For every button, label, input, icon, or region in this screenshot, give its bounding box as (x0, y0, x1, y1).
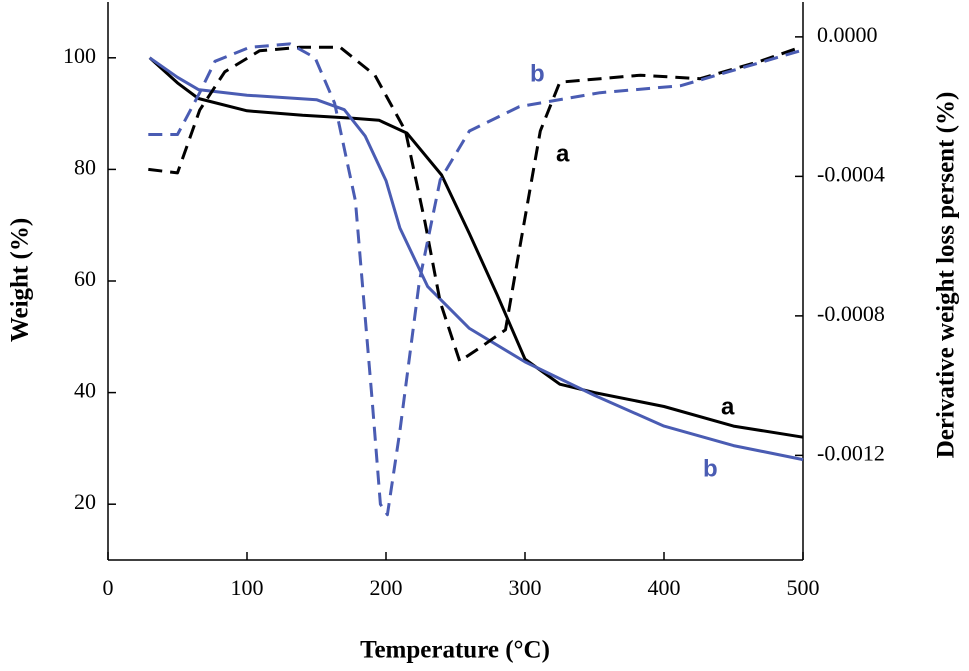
y-tick-label: 100 (63, 43, 96, 68)
y-tick-label: 20 (74, 489, 96, 514)
series-label: b (703, 455, 718, 482)
series-line (148, 42, 801, 517)
series-label: a (721, 393, 735, 420)
series-line (148, 56, 804, 462)
series-line (148, 45, 801, 363)
series-label: a (556, 140, 570, 167)
x-tick-label: 100 (231, 575, 264, 600)
y2-axis-title: Derivative weight loss persent (%) (933, 92, 960, 459)
series-line (148, 56, 804, 439)
x-tick-label: 500 (787, 575, 820, 600)
series-label: b (530, 60, 545, 87)
y-axis-title: Weight (%) (7, 218, 34, 342)
y-tick-label: 40 (74, 378, 96, 403)
y2-tick-label: -0.0008 (817, 301, 885, 326)
x-tick-label: 400 (648, 575, 681, 600)
y2-tick-label: -0.0012 (817, 440, 885, 465)
y2-tick-label: 0.0000 (817, 22, 878, 47)
x-tick-label: 300 (509, 575, 542, 600)
x-tick-label: 200 (370, 575, 403, 600)
y-tick-label: 60 (74, 266, 96, 291)
x-axis-title: Temperature (°C) (360, 637, 550, 664)
x-tick-label: 0 (103, 575, 114, 600)
y-tick-label: 80 (74, 154, 96, 179)
y2-tick-label: -0.0004 (817, 161, 885, 186)
